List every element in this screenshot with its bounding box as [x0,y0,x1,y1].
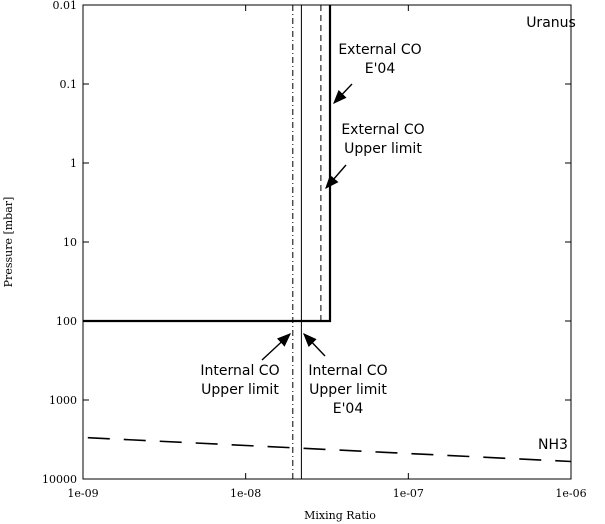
y-tick-label: 10000 [42,473,77,486]
y-axis-label: Pressure [mbar] [2,197,15,288]
x-axis-label: Mixing Ratio [304,509,376,522]
y-tick-label: 0.1 [60,78,78,91]
annotation: E'04 [333,401,364,417]
annotation: Internal CO [200,363,279,379]
y-tick-label: 100 [56,315,77,328]
annotation: Uranus [526,15,576,31]
x-tick-label: 1e-08 [230,487,261,500]
arrow [303,332,326,357]
data-line [87,436,572,463]
x-tick-label: 1e-06 [555,487,586,500]
annotation: NH3 [538,437,568,453]
annotation: Upper limit [344,141,422,157]
arrow [261,333,292,361]
data-line [83,5,332,323]
arrows [261,83,353,361]
y-tick-label: 1000 [49,394,77,407]
y-tick-label: 0.01 [53,0,78,12]
annotation: External CO [341,122,424,138]
arrow [333,83,353,105]
annotation: E'04 [365,61,396,77]
annotation: Internal CO [308,363,387,379]
annotation: Upper limit [309,382,387,398]
x-tick-label: 1e-07 [393,487,424,500]
y-tick-label: 10 [63,236,77,249]
plot-frame [82,4,572,480]
annotation: External CO [338,42,421,58]
annotation: Upper limit [201,382,279,398]
y-tick-label: 1 [70,157,77,170]
x-tick-label: 1e-09 [67,487,98,500]
